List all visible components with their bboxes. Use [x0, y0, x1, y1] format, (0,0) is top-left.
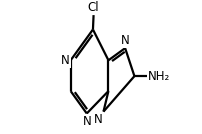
Text: N: N: [94, 113, 102, 126]
Text: N: N: [61, 54, 70, 67]
Text: N: N: [121, 34, 129, 47]
Text: NH₂: NH₂: [148, 70, 170, 83]
Text: Cl: Cl: [88, 1, 99, 14]
Text: N: N: [82, 115, 91, 128]
